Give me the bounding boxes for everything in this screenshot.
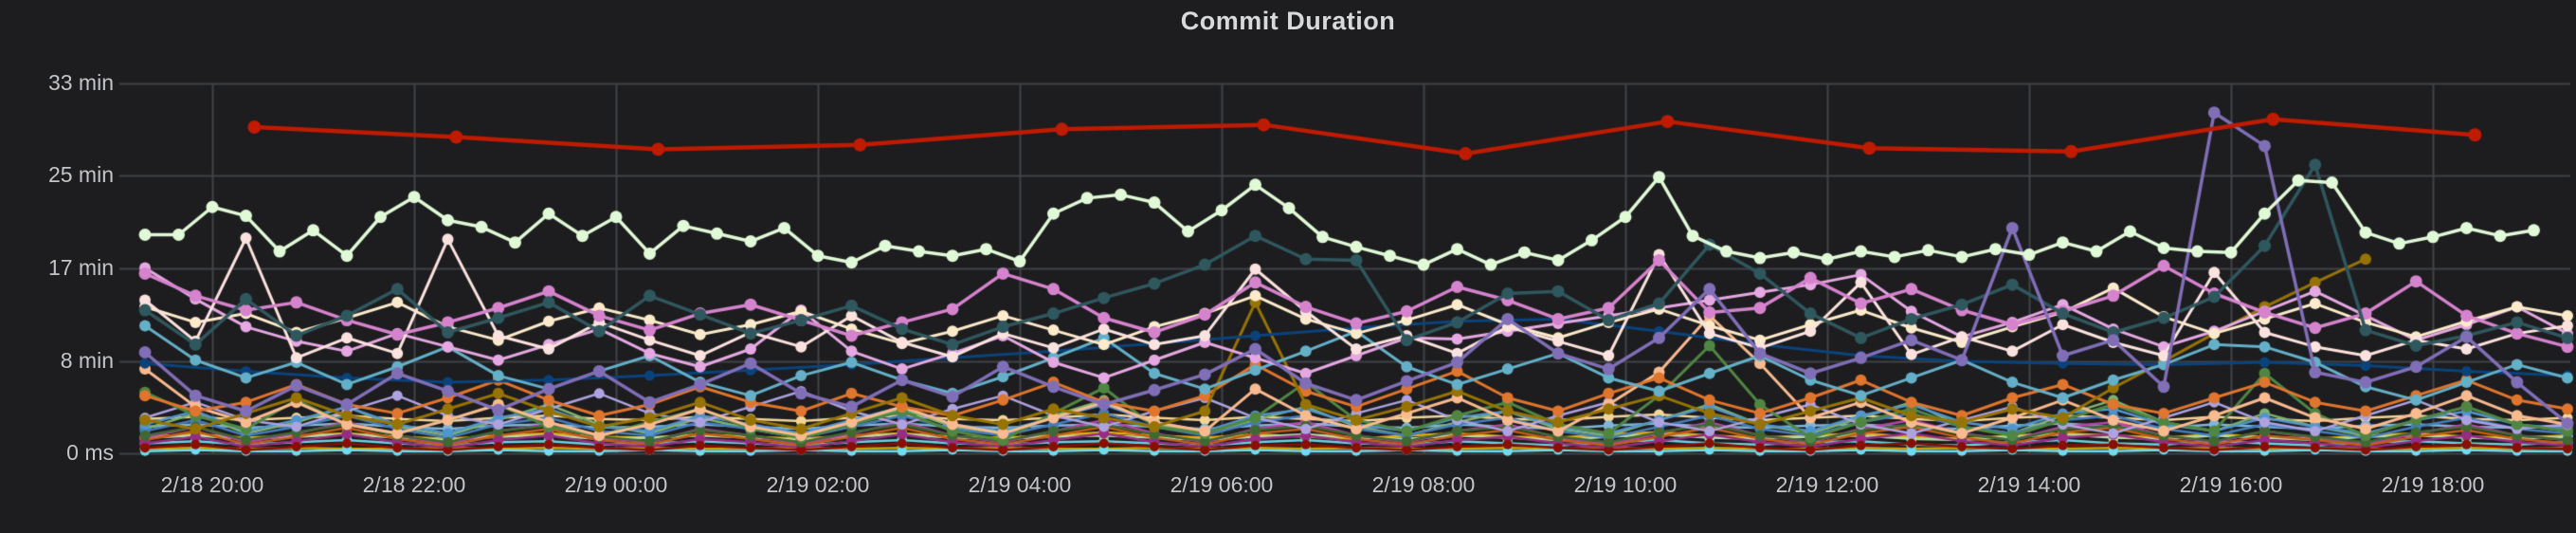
x-axis-tick-label: 2/18 22:00 [362, 472, 466, 497]
x-axis-tick-label: 2/19 02:00 [766, 472, 870, 497]
x-axis-tick-label: 2/19 14:00 [1977, 472, 2081, 497]
x-axis-tick-label: 2/19 16:00 [2179, 472, 2283, 497]
x-axis-tick-label: 2/19 10:00 [1573, 472, 1678, 497]
x-axis-tick-label: 2/19 04:00 [968, 472, 1072, 497]
x-axis-tick-label: 2/19 18:00 [2381, 472, 2485, 497]
y-axis-tick-label: 25 min [47, 162, 114, 188]
x-axis-tick-label: 2/19 06:00 [1170, 472, 1274, 497]
x-axis-tick-label: 2/19 00:00 [564, 472, 668, 497]
y-axis-tick-label: 33 min [47, 70, 114, 95]
x-axis-tick-label: 2/18 20:00 [160, 472, 264, 497]
y-axis-tick-label: 8 min [60, 347, 114, 373]
x-axis-tick-label: 2/19 12:00 [1775, 472, 1879, 497]
y-axis-tick-label: 0 ms [66, 440, 114, 465]
y-axis-tick-label: 17 min [47, 254, 114, 280]
panel-title: Commit Duration [1180, 7, 1396, 35]
x-axis-tick-label: 2/19 08:00 [1371, 472, 1476, 497]
